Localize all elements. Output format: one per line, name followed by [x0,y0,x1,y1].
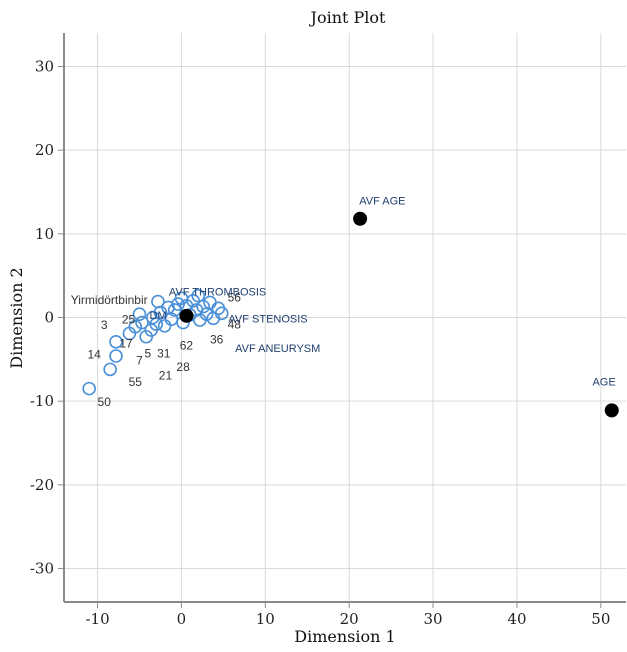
case-point [109,349,123,363]
x-tick-label: 40 [507,610,526,628]
variable-label: AVF STENOSIS [228,314,307,326]
case-point [103,362,117,377]
x-tick-label: 50 [591,610,610,628]
x-tick-label: 10 [256,610,275,628]
case-label: 21 [159,368,173,382]
case-point [151,294,165,309]
x-tick-label: -10 [85,610,109,628]
case-point [82,381,96,396]
case-label: 3 [101,318,108,332]
case-point [132,307,147,321]
case-label: 36 [210,332,224,346]
grid-lines [64,33,626,602]
case-point [128,319,143,334]
case-label: 28 [176,360,190,374]
case-point [214,306,229,321]
case-label: 14 [87,348,101,362]
case-label: 25 [122,312,136,326]
variable-point [179,308,194,323]
case-label: Yirmidörtbinbir [71,293,148,307]
case-label: 55 [129,375,143,389]
y-tick-label: 0 [44,309,54,327]
variable-label: AGE [592,376,615,388]
case-point [191,288,206,303]
variable-point [604,403,619,418]
case-point [109,334,123,349]
chart-title: Joint Plot [309,8,387,27]
variable-label: AVF ANEURYSM [235,343,320,355]
case-point [174,291,189,306]
variable-label: AVF THROMBOSIS [169,287,266,299]
x-tick-label: 0 [177,610,187,628]
y-tick-label: -20 [30,476,54,494]
tick-labels: -10 0 10 20 30 40 50 -30 -20 -10 0 10 20 30 [30,57,611,628]
case-label: 17 [119,337,133,351]
case-label: 56 [228,291,242,305]
y-axis-title: Dimension 2 [7,267,26,368]
x-tick-label: 20 [340,610,359,628]
variable-label: AVF AGE [359,196,405,208]
y-tick-label: 30 [35,57,54,75]
case-label: 5 [145,347,152,361]
y-tick-label: 20 [35,141,54,159]
case-label: 48 [228,317,242,331]
variable-points [179,211,619,418]
case-label: 50 [98,395,112,409]
x-tick-label: 30 [424,610,443,628]
y-tick-label: -30 [30,560,54,578]
x-axis-title: Dimension 1 [294,627,395,646]
y-tick-label: -10 [30,392,54,410]
case-point [149,317,164,331]
case-label: 31 [157,347,171,361]
variable-point [353,211,368,226]
case-points [82,288,229,396]
case-point [196,299,211,314]
variable-label: DM [150,310,167,322]
case-point [135,315,149,330]
case-label: 62 [180,338,194,352]
case-label: 7 [136,353,143,367]
y-tick-label: 10 [35,225,54,243]
